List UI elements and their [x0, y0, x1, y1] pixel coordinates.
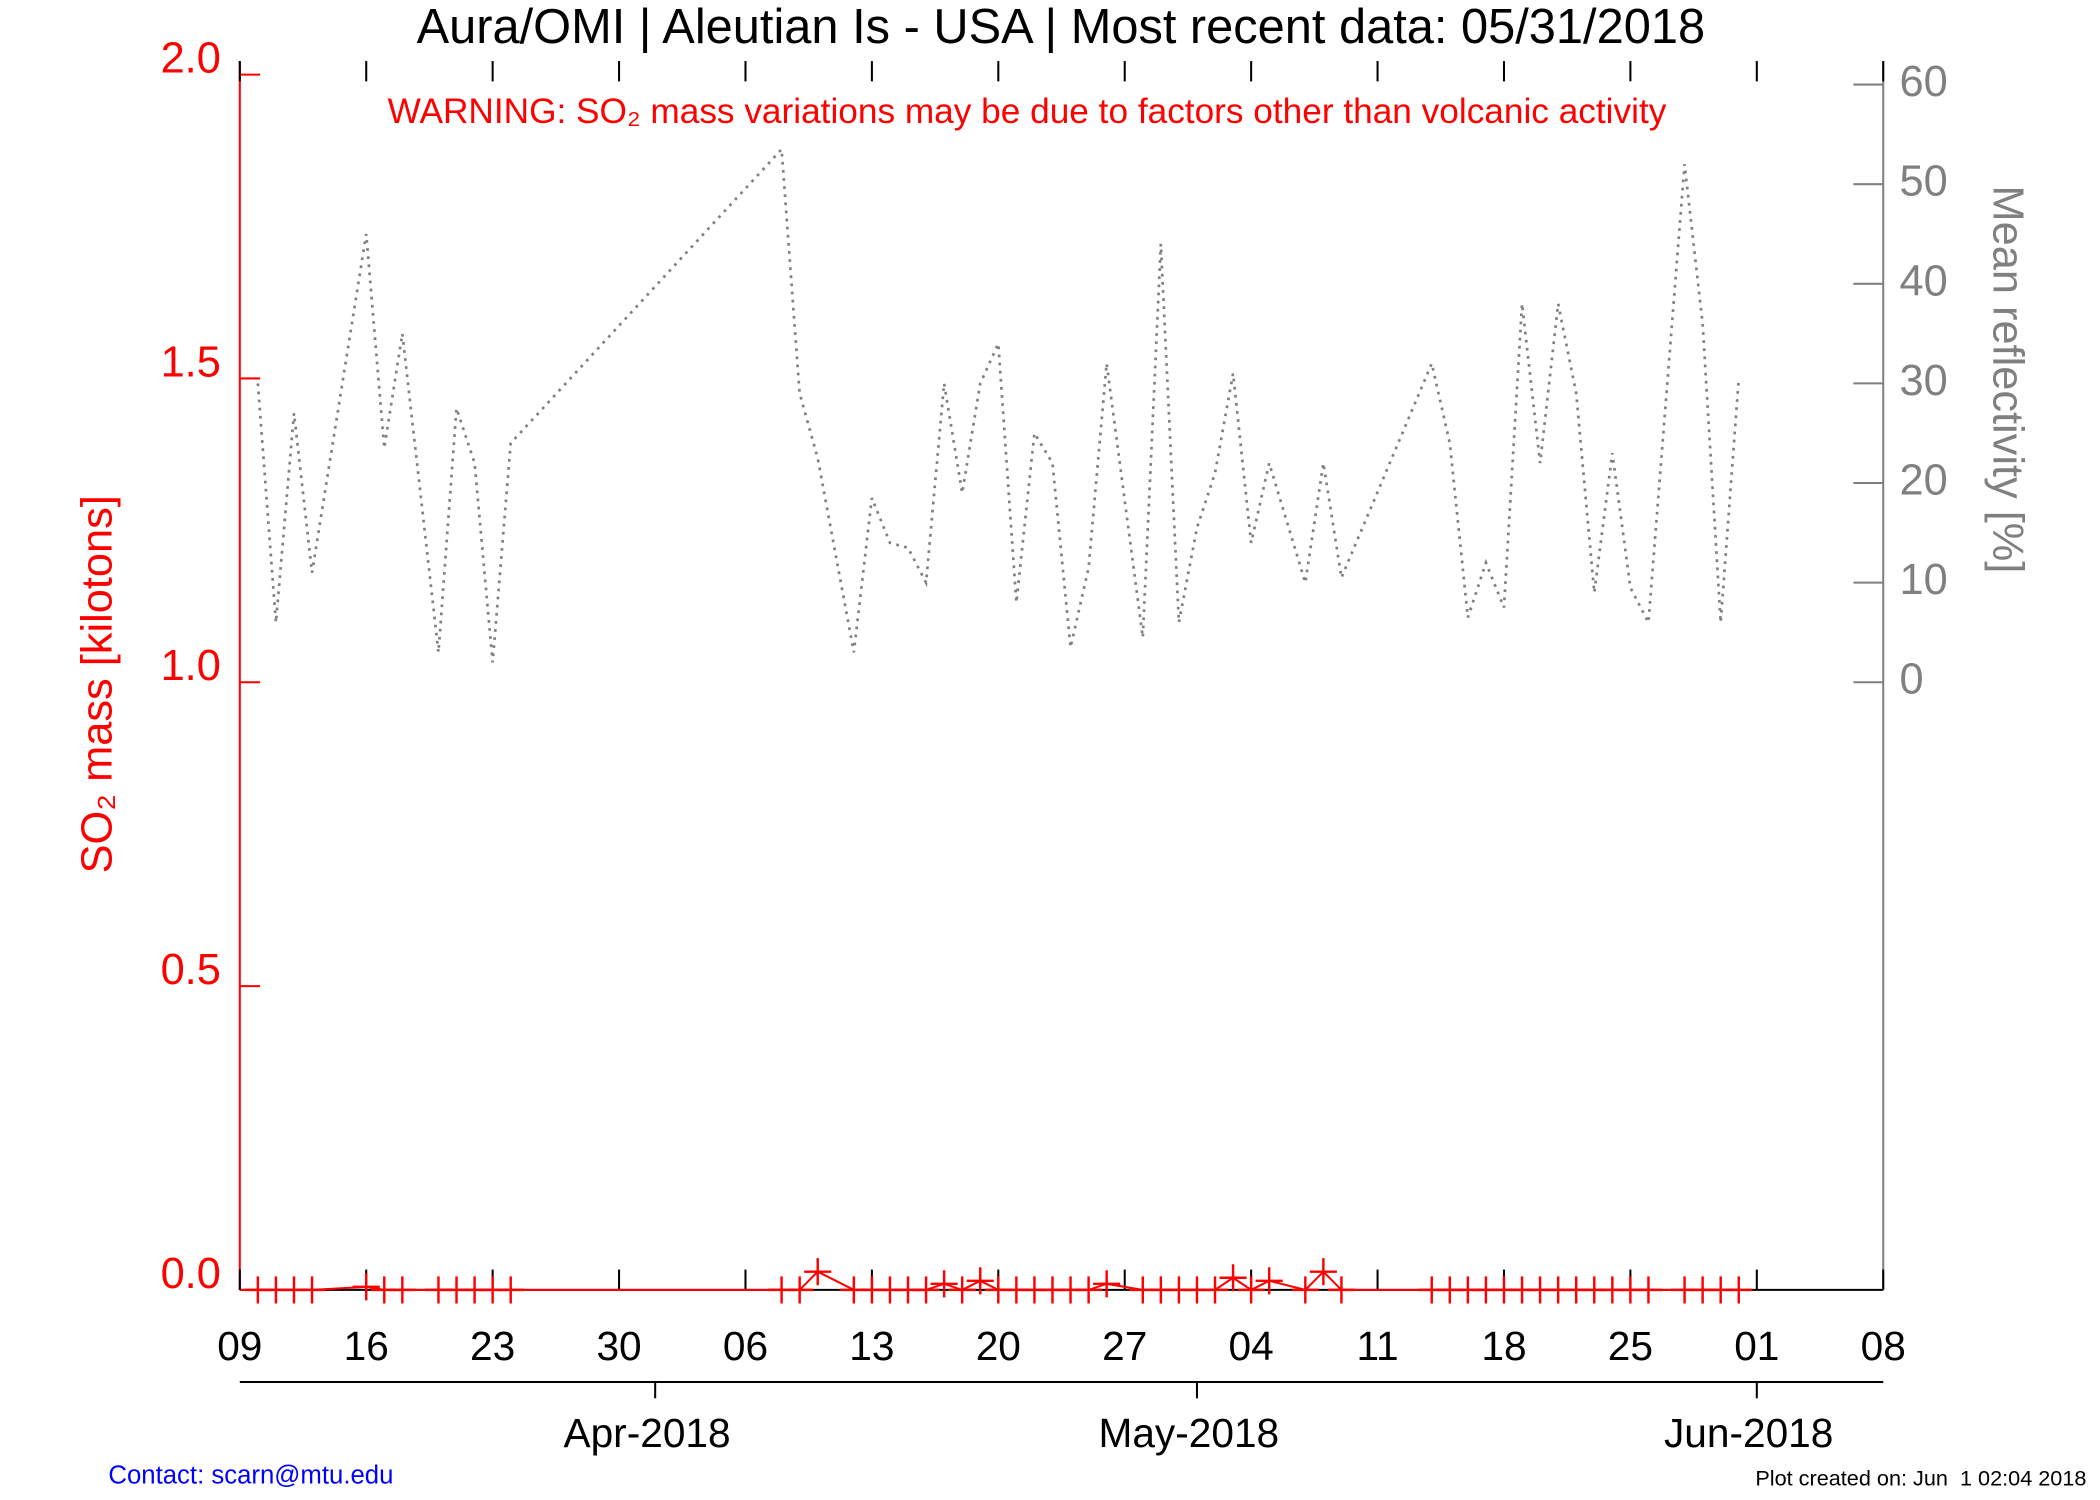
series-marker	[912, 1276, 940, 1304]
x-tick-label: 09	[217, 1323, 262, 1369]
series-marker	[1725, 1276, 1753, 1304]
y2-axis-label: Mean reflectivity [%]	[1984, 186, 2032, 574]
series-marker	[1291, 1276, 1319, 1304]
series-marker	[352, 1273, 380, 1301]
series-marker	[1093, 1270, 1121, 1298]
series-marker	[804, 1258, 832, 1286]
warning-annotation: WARNING: SO₂ mass variations may be due …	[388, 92, 1667, 131]
series-marker	[497, 1276, 525, 1304]
month-tick-label: Apr-2018	[563, 1410, 730, 1456]
y2-tick-label: 20	[1899, 456, 1947, 504]
x-tick-label: 08	[1861, 1323, 1906, 1369]
y-axis-label: SO₂ mass [kilotons]	[74, 495, 122, 873]
x-tick-label: 01	[1734, 1323, 1779, 1369]
x-tick-label: 16	[344, 1323, 389, 1369]
x-tick-label: 13	[849, 1323, 894, 1369]
series-marker	[298, 1276, 326, 1304]
series-marker	[388, 1276, 416, 1304]
series-marker	[966, 1267, 994, 1295]
x-tick-label: 20	[976, 1323, 1021, 1369]
y-tick-label: 2.0	[161, 35, 221, 83]
series-marker	[1219, 1264, 1247, 1292]
chart-title: Aura/OMI | Aleutian Is - USA | Most rece…	[417, 0, 1706, 54]
y2-tick-label: 0	[1899, 656, 1923, 704]
y2-tick-label: 50	[1899, 158, 1947, 206]
month-tick-label: May-2018	[1099, 1410, 1280, 1456]
series-marker	[948, 1276, 976, 1304]
y-tick-label: 0.5	[161, 946, 221, 994]
x-tick-label: 25	[1608, 1323, 1653, 1369]
series-marker	[1075, 1276, 1103, 1304]
x-tick-label: 04	[1229, 1323, 1274, 1369]
x-tick-label: 23	[470, 1323, 515, 1369]
y-tick-label: 1.0	[161, 642, 221, 690]
series-marker	[786, 1276, 814, 1304]
y2-tick-label: 30	[1899, 357, 1947, 405]
created-footer: Plot created on: Jun 1 02:04 2018	[1755, 1465, 2086, 1490]
series-marker	[930, 1270, 958, 1298]
y2-tick-label: 60	[1899, 58, 1947, 106]
x-tick-label: 11	[1356, 1323, 1398, 1369]
series-marker	[1327, 1276, 1355, 1304]
x-tick-label: 06	[723, 1323, 768, 1369]
series-marker	[1634, 1276, 1662, 1304]
series-marker	[1201, 1276, 1229, 1304]
series-line	[256, 146, 1741, 663]
series-marker	[1237, 1276, 1265, 1304]
x-tick-label: 18	[1481, 1323, 1526, 1369]
contact-footer: Contact: scarn@mtu.edu	[108, 1462, 393, 1490]
x-tick-label: 30	[596, 1323, 641, 1369]
month-tick-label: Jun-2018	[1664, 1410, 1833, 1456]
y-tick-label: 0.0	[161, 1250, 221, 1298]
series-marker	[1255, 1267, 1283, 1295]
series-marker	[1309, 1258, 1337, 1286]
y2-tick-label: 40	[1899, 257, 1947, 305]
x-tick-label: 27	[1102, 1323, 1147, 1369]
y-tick-label: 1.5	[161, 338, 221, 386]
y2-tick-label: 10	[1899, 556, 1947, 604]
